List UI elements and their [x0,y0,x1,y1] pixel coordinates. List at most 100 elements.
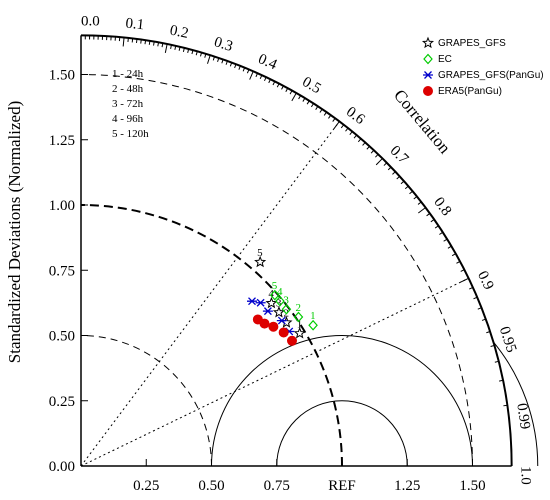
correlation-tick [387,166,392,171]
correlation-tick [426,213,431,217]
correlation-tick [366,145,370,150]
legend-marker [423,53,433,65]
data-point-label: 3 [276,297,282,309]
data-point [247,297,258,306]
correlation-tick [199,52,203,57]
std-tick-label-left: 1.50 [49,68,75,84]
correlation-tick [291,92,297,102]
correlation-tick [456,261,461,264]
legend-marker [423,86,433,96]
data-point [265,296,278,309]
correlation-tick [148,40,151,45]
correlation-tick [264,76,267,82]
std-tick-label-bottom: 1.25 [394,478,420,494]
correlation-tick [460,269,465,272]
correlation-tick [135,38,138,44]
lead-time-key-entry: 4 - 96h [112,113,144,125]
correlation-tick [268,79,271,84]
lead-time-key: 1 - 24h 2 - 48h 3 - 72h 4 - 96h 5 - 120h [112,68,149,140]
data-point [255,298,266,307]
correlation-tick-label: 0.8 [430,194,454,219]
correlation-tick [333,121,340,129]
correlation-tick [246,69,250,74]
correlation-tick [207,55,211,64]
data-point [276,316,287,325]
lead-time-key-entry: 1 - 24h [112,68,144,80]
correlation-tick-label: 0.2 [168,22,190,41]
correlation-tick [370,149,375,154]
correlation-tick [349,131,353,135]
correlation-tick [164,43,168,53]
correlation-tick [328,114,332,119]
correlation-tick [413,196,418,200]
correlation-tick [289,90,293,95]
correlation-tick [375,153,379,158]
correlation-tick [340,124,345,129]
correlation-tick [161,43,164,48]
data-point [254,255,267,268]
std-tick-label-left: 0.75 [49,263,75,279]
data-point-label: 3 [283,294,289,306]
correlation-tick [302,97,306,102]
correlation-tick [153,41,155,46]
data-point-label: 1 [297,318,303,330]
std-arc [80,74,473,467]
correlation-tick-label: 0.95 [496,325,519,355]
correlation-ray [80,277,469,467]
grid-layer [80,74,539,467]
data-point [269,289,280,301]
correlation-tick [494,360,499,363]
std-tick-label-bottom: 0.25 [133,478,159,494]
correlation-tick [259,74,263,80]
data-point [308,319,318,331]
correlation-tick [234,64,237,69]
correlation-tick [409,190,413,195]
y-axis-title: Standardized Deviations (Normalized) [5,101,24,363]
correlation-tick [417,201,422,205]
legend-marker [421,36,435,49]
correlation-tick [400,180,405,185]
std-tick-label-left: 0.00 [49,459,75,475]
correlation-tick [447,245,452,249]
correlation-tick [178,46,181,51]
correlation-tick [281,85,284,90]
legend: GRAPES_GFS EC GRAPES_GFS(PanGu) ERA5(PanGu) [421,36,544,97]
correlation-tick [392,171,396,175]
correlation-tick [345,127,349,132]
correlation-tick [182,47,185,52]
correlation-tick [486,331,491,334]
legend-label: GRAPES_GFS [438,38,506,49]
data-point-label: 2 [295,302,301,314]
correlation-tick [204,53,207,58]
correlation-tick [140,39,142,44]
correlation-tick-label: 1.0 [518,466,534,485]
series-grapes-gfs-pangu- [247,297,295,336]
correlation-tick [396,175,401,180]
correlation-tick [477,307,482,310]
correlation-tick [170,44,172,49]
legend-label: GRAPES_GFS(PanGu) [438,70,544,81]
correlation-tick [404,185,409,190]
correlation-tick [229,62,233,67]
rms-contour [276,400,408,467]
correlation-tick [238,65,241,70]
correlation-tick [174,45,177,50]
data-point [252,314,263,325]
correlation-tick-label: 0.99 [513,402,533,430]
correlation-tick [298,95,302,100]
legend-label: ERA5(PanGu) [438,86,502,97]
correlation-tick [383,162,388,166]
correlation-tick [357,138,362,143]
correlation-tick [443,238,448,242]
correlation-tick [122,37,125,47]
correlation-tick [276,83,280,88]
reference-std-arc [80,204,343,467]
correlation-tick [144,40,147,45]
correlation-tick [430,219,435,223]
data-point [275,295,285,307]
rms-contour [211,335,473,467]
correlation-tick [319,108,323,113]
correlation-tick-label: 0.6 [343,104,368,128]
correlation-tick [272,81,276,86]
